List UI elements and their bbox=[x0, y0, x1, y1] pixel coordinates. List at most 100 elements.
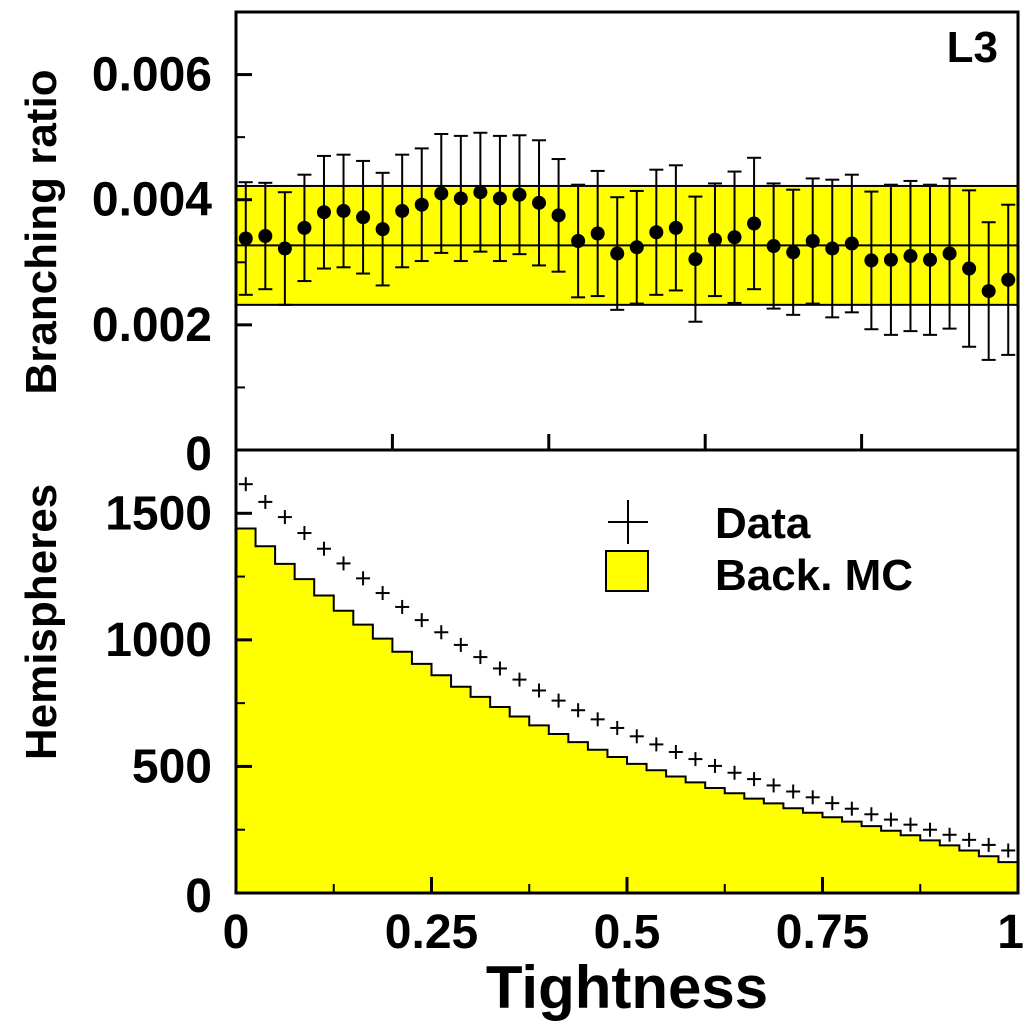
data-point bbox=[336, 153, 351, 269]
data-point bbox=[532, 139, 547, 267]
data-point bbox=[727, 170, 742, 304]
data-marker bbox=[903, 817, 918, 832]
data-marker bbox=[883, 812, 898, 827]
y-tick-label: 0 bbox=[185, 428, 212, 481]
point-marker bbox=[805, 234, 820, 249]
data-marker bbox=[864, 807, 879, 822]
point-marker bbox=[883, 252, 898, 267]
point-marker bbox=[336, 203, 351, 218]
data-point bbox=[747, 156, 762, 291]
bottom-panel: 0 500 1000 1500 0 0.25 0.5 0.75 1 Hemispheres T… bbox=[17, 448, 1024, 1021]
point-marker bbox=[786, 245, 801, 260]
data-point bbox=[492, 134, 507, 263]
data-point bbox=[414, 147, 429, 263]
point-marker bbox=[532, 195, 547, 210]
point-marker bbox=[962, 261, 977, 276]
point-marker bbox=[688, 252, 703, 267]
point-marker bbox=[277, 241, 292, 256]
data-point bbox=[297, 173, 312, 283]
data-marker bbox=[277, 510, 292, 525]
data-marker bbox=[590, 712, 605, 727]
data-marker bbox=[532, 683, 547, 698]
legend: Data Back. MC bbox=[605, 499, 913, 600]
data-point bbox=[883, 183, 898, 336]
data-marker bbox=[316, 541, 331, 556]
data-marker bbox=[629, 729, 644, 744]
data-point bbox=[903, 179, 918, 333]
point-marker bbox=[512, 187, 527, 202]
data-marker bbox=[414, 613, 429, 628]
data-point bbox=[258, 181, 273, 291]
background-mc-histogram bbox=[235, 527, 1019, 894]
data-marker bbox=[453, 637, 468, 652]
data-marker bbox=[766, 778, 781, 793]
top-panel: 0 0.002 0.004 0.006 L3 Branching ratio bbox=[17, 10, 1020, 481]
point-marker bbox=[238, 231, 253, 246]
point-marker bbox=[942, 246, 957, 261]
data-marker bbox=[395, 599, 410, 614]
x-axis-label: Tightness bbox=[486, 954, 768, 1021]
data-point bbox=[805, 177, 820, 305]
data-point bbox=[473, 131, 488, 253]
data-point bbox=[942, 177, 957, 330]
data-marker bbox=[512, 672, 527, 687]
data-marker bbox=[434, 625, 449, 640]
x-tick-label: 0.75 bbox=[776, 906, 869, 959]
point-marker bbox=[316, 205, 331, 220]
top-x-ticks bbox=[390, 434, 864, 450]
data-marker bbox=[238, 477, 253, 492]
point-marker bbox=[903, 249, 918, 264]
point-marker bbox=[395, 203, 410, 218]
point-marker bbox=[551, 208, 566, 223]
top-data-points bbox=[238, 131, 1016, 361]
data-point bbox=[571, 183, 586, 299]
data-point bbox=[923, 183, 938, 336]
x-tick-label: 1 bbox=[997, 906, 1024, 959]
point-marker bbox=[629, 240, 644, 255]
data-point bbox=[825, 178, 840, 319]
data-point bbox=[590, 169, 605, 298]
data-marker bbox=[336, 556, 351, 571]
point-marker bbox=[258, 229, 273, 244]
bottom-x-axis: 0 0.25 0.5 0.75 1 bbox=[223, 877, 1024, 959]
data-marker bbox=[688, 752, 703, 767]
legend-mc-swatch bbox=[605, 550, 649, 592]
data-marker bbox=[786, 784, 801, 799]
legend-data-label: Data bbox=[715, 499, 811, 548]
data-point bbox=[316, 154, 331, 270]
data-point bbox=[453, 134, 468, 263]
data-point bbox=[649, 168, 664, 296]
data-marker bbox=[707, 758, 722, 773]
data-marker bbox=[727, 765, 742, 780]
y-tick-label: 0.004 bbox=[92, 174, 212, 227]
y-tick-label: 1000 bbox=[105, 614, 212, 667]
y-tick-label: 500 bbox=[132, 740, 212, 793]
point-marker bbox=[356, 210, 371, 225]
point-marker bbox=[864, 253, 879, 268]
point-marker bbox=[492, 191, 507, 206]
bottom-y-axis-label: Hemispheres bbox=[17, 484, 66, 760]
top-y-axis: 0 0.002 0.004 0.006 bbox=[92, 49, 252, 481]
data-point bbox=[981, 221, 996, 361]
point-marker bbox=[766, 239, 781, 254]
y-tick-label: 0.002 bbox=[92, 299, 212, 352]
data-marker bbox=[356, 571, 371, 586]
point-marker bbox=[649, 225, 664, 240]
data-marker bbox=[1001, 843, 1016, 858]
top-annotation: L3 bbox=[947, 23, 998, 72]
top-y-axis-label: Branching ratio bbox=[17, 69, 66, 394]
data-point bbox=[375, 171, 390, 287]
data-marker bbox=[805, 790, 820, 805]
data-marker bbox=[571, 703, 586, 718]
y-tick-label: 0 bbox=[185, 870, 212, 923]
point-marker bbox=[844, 236, 859, 251]
point-marker bbox=[1001, 272, 1016, 287]
legend-mc-label: Back. MC bbox=[715, 551, 913, 600]
y-tick-label: 0.006 bbox=[92, 49, 212, 102]
point-marker bbox=[590, 226, 605, 241]
data-marker bbox=[962, 832, 977, 847]
data-point bbox=[962, 189, 977, 348]
data-point bbox=[434, 133, 449, 254]
data-point bbox=[688, 195, 703, 323]
data-point bbox=[668, 164, 683, 292]
